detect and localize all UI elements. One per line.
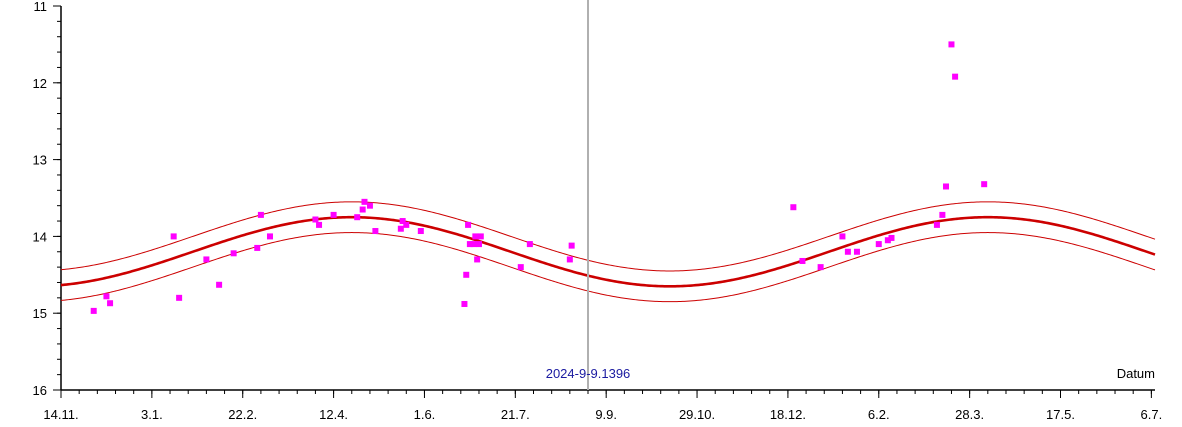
observation-point [366, 202, 373, 209]
x-tick-label: 14.11. [43, 407, 78, 422]
observation-point [257, 211, 264, 218]
observation-point [790, 204, 797, 211]
x-tick-label: 21.7. [501, 407, 530, 422]
x-tick-label: 18.12. [770, 407, 806, 422]
x-tick-label: 1.6. [414, 407, 436, 422]
observation-point [176, 294, 183, 301]
observation-point [230, 250, 237, 257]
observation-point [354, 214, 361, 221]
x-tick-label: 6.7. [1141, 407, 1163, 422]
observation-point [466, 241, 473, 248]
observation-point [403, 221, 410, 228]
observation-point [361, 198, 368, 205]
prediction-curves [60, 201, 1156, 303]
prediction-lower-band [60, 232, 1156, 303]
observation-point [359, 206, 366, 213]
observation-point [254, 244, 261, 251]
observation-point [981, 181, 988, 188]
observation-points [90, 41, 988, 314]
observation-point [517, 264, 524, 271]
observation-point [417, 228, 424, 235]
y-tick-label: 11 [34, 0, 48, 14]
observation-point [470, 241, 477, 248]
y-tick-label: 13 [33, 153, 47, 168]
observation-point [465, 221, 472, 228]
observation-point [475, 241, 482, 248]
y-tick-label: 14 [33, 229, 47, 244]
observation-point [839, 233, 846, 240]
y-tick-label: 12 [33, 76, 47, 91]
x-tick-label: 6.2. [868, 407, 890, 422]
x-tick-label: 22.2. [228, 407, 257, 422]
prediction-upper-band [60, 201, 1156, 272]
observation-point [853, 248, 860, 255]
observation-point [875, 241, 882, 248]
observation-point [566, 256, 573, 263]
x-tick-label: 12.4. [319, 407, 348, 422]
observation-point [372, 228, 379, 235]
observation-point [799, 257, 806, 264]
observation-point [107, 300, 114, 307]
x-tick-label: 28.3. [955, 407, 984, 422]
x-axis-label: Datum [1117, 366, 1155, 381]
observation-point [844, 248, 851, 255]
observation-point [312, 216, 319, 223]
observation-point [463, 271, 470, 278]
observation-point [203, 256, 210, 263]
prediction-mean-curve [60, 215, 1156, 288]
observation-point [948, 41, 955, 48]
observation-point [943, 183, 950, 190]
observation-point [103, 293, 110, 300]
observation-point [170, 233, 177, 240]
observation-point [939, 211, 946, 218]
x-tick-label: 29.10. [679, 407, 715, 422]
observation-point [216, 281, 223, 288]
observation-point [316, 221, 323, 228]
y-tick-label: 16 [33, 383, 47, 398]
current-date-label: 2024-9-9.1396 [546, 366, 631, 381]
observation-point [266, 233, 273, 240]
observation-point [90, 307, 97, 314]
observation-point [817, 264, 824, 271]
observation-point [330, 211, 337, 218]
observation-point [472, 233, 479, 240]
observation-point [474, 256, 481, 263]
observation-point [884, 237, 891, 244]
y-tick-label: 15 [33, 306, 47, 321]
observation-point [526, 241, 533, 248]
observation-point [399, 218, 406, 225]
observation-point [461, 300, 468, 307]
observation-point [397, 225, 404, 232]
observation-point [568, 242, 575, 249]
observation-point [477, 233, 484, 240]
observation-point [933, 221, 940, 228]
x-tick-label: 3.1. [141, 407, 163, 422]
observation-point [888, 234, 895, 241]
x-tick-label: 17.5. [1046, 407, 1075, 422]
observation-point [952, 73, 959, 80]
x-tick-label: 9.9. [595, 407, 617, 422]
chart-axes: 11 12 13 14 15 16 14.11. 3.1. 22.2. 12.4. 1.6. 21.7… [33, 0, 1163, 422]
